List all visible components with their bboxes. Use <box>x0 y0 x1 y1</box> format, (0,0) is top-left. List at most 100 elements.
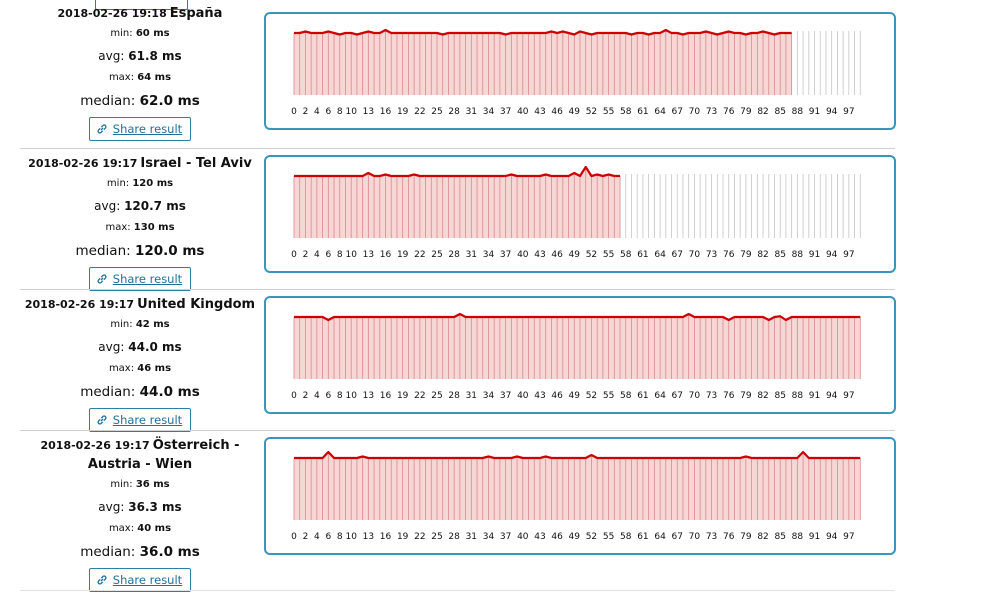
x-tick-label: 19 <box>397 391 409 401</box>
x-tick-label: 6 <box>325 532 331 542</box>
x-tick-label: 19 <box>397 250 409 260</box>
min-value: 60 ms <box>135 28 170 39</box>
x-tick-label: 55 <box>603 391 614 401</box>
median-label: median: <box>80 384 136 400</box>
avg-stat: avg: 44.0 ms <box>20 336 260 358</box>
avg-value: 61.8 ms <box>128 49 182 63</box>
share-result-button[interactable]: Share result <box>88 408 192 432</box>
max-value: 46 ms <box>137 363 172 374</box>
area-fill <box>294 314 861 379</box>
min-stat: min: 42 ms <box>20 314 260 336</box>
x-tick-label: 46 <box>551 250 563 260</box>
result-title: 2018-02-26 19:17 United Kingdom <box>20 291 260 314</box>
series-line <box>294 165 621 178</box>
x-tick-label: 55 <box>603 532 614 542</box>
series-line <box>294 28 792 36</box>
median-label: median: <box>80 544 136 560</box>
x-tick-label: 88 <box>792 532 804 542</box>
x-tick-label: 40 <box>517 250 529 260</box>
x-tick-label: 16 <box>380 532 392 542</box>
x-tick-label: 70 <box>689 391 701 401</box>
x-tick-label: 91 <box>809 532 820 542</box>
result-timestamp: 2018-02-26 19:17 <box>24 298 135 311</box>
x-tick-label: 43 <box>534 250 545 260</box>
min-value: 120 ms <box>132 178 174 189</box>
median-label: median: <box>80 93 136 109</box>
min-label: min: <box>110 479 133 490</box>
min-label: min: <box>106 178 130 189</box>
median-value: 44.0 ms <box>139 384 200 400</box>
x-tick-label: 73 <box>706 532 717 542</box>
share-result-button[interactable]: Share result <box>88 568 192 592</box>
x-tick-label: 28 <box>448 250 460 260</box>
avg-stat: avg: 36.3 ms <box>20 496 260 518</box>
ping-chart: 0 2 4 6 8 10 13 16 19 22 25 28 31 34 37 40 43 46 49 52 55 58 6… <box>264 12 896 130</box>
x-tick-label: 22 <box>414 107 425 117</box>
x-tick-label: 4 <box>314 532 320 542</box>
x-tick-label: 64 <box>654 250 666 260</box>
x-tick-label: 88 <box>792 107 804 117</box>
median-value: 36.0 ms <box>139 544 200 560</box>
x-tick-label: 43 <box>534 532 545 542</box>
x-tick-label: 91 <box>809 107 820 117</box>
median-value: 120.0 ms <box>134 243 205 259</box>
share-result-label: Share result <box>112 122 183 136</box>
previous-share-button[interactable] <box>95 0 188 10</box>
x-tick-label: 34 <box>483 250 495 260</box>
max-stat: max: 40 ms <box>20 518 260 540</box>
x-tick-label: 76 <box>723 391 735 401</box>
result-info: 2018-02-26 19:18 España min: 60 ms avg: 6… <box>20 0 260 141</box>
link-icon <box>97 124 107 134</box>
x-tick-label: 46 <box>551 532 563 542</box>
x-tick-label: 82 <box>757 250 768 260</box>
chart-svg: 0 2 4 6 8 10 13 16 19 22 25 28 31 34 37 40 43 46 49 52 55 58 6… <box>291 28 861 117</box>
x-tick-label: 43 <box>534 391 545 401</box>
median-stat: median: 44.0 ms <box>20 380 260 404</box>
x-tick-label: 97 <box>843 250 854 260</box>
x-tick-label: 2 <box>303 250 309 260</box>
x-tick-label: 28 <box>448 532 460 542</box>
avg-label: avg: <box>94 199 121 213</box>
x-tick-label: 22 <box>414 532 425 542</box>
x-tick-label: 4 <box>314 391 320 401</box>
x-tick-label: 10 <box>345 250 357 260</box>
x-tick-label: 64 <box>654 391 666 401</box>
x-tick-label: 37 <box>500 107 511 117</box>
chart-svg: 0 2 4 6 8 10 13 16 19 22 25 28 31 34 37 40 43 46 49 52 55 58 6… <box>291 312 861 401</box>
x-tick-label: 6 <box>325 391 331 401</box>
x-tick-label: 94 <box>826 107 838 117</box>
median-label: median: <box>75 243 131 259</box>
x-tick-label: 10 <box>345 107 357 117</box>
x-tick-label: 79 <box>740 391 752 401</box>
avg-label: avg: <box>98 49 125 63</box>
result-info: 2018-02-26 19:17 United Kingdom min: 42 m… <box>20 291 260 432</box>
x-tick-label: 10 <box>345 532 357 542</box>
x-tick-label: 94 <box>826 532 838 542</box>
avg-value: 44.0 ms <box>128 340 182 354</box>
result-timestamp: 2018-02-26 19:17 <box>40 439 150 452</box>
x-tick-label: 19 <box>397 107 409 117</box>
x-tick-label: 40 <box>517 532 529 542</box>
x-tick-label: 31 <box>466 532 477 542</box>
x-tick-label: 55 <box>603 250 614 260</box>
bottom-divider <box>20 590 895 591</box>
x-tick-label: 49 <box>569 391 581 401</box>
x-tick-label: 46 <box>551 391 563 401</box>
x-tick-label: 85 <box>774 391 785 401</box>
x-tick-label: 88 <box>792 391 804 401</box>
x-tick-label: 94 <box>826 250 838 260</box>
result-location: España <box>169 6 223 21</box>
x-tick-label: 25 <box>431 391 442 401</box>
x-tick-label: 88 <box>792 250 804 260</box>
x-tick-label: 0 <box>291 250 297 260</box>
x-tick-label: 55 <box>603 107 614 117</box>
x-tick-label: 4 <box>314 107 320 117</box>
max-label: max: <box>108 523 135 534</box>
x-tick-label: 31 <box>466 391 477 401</box>
share-result-button[interactable]: Share result <box>88 267 192 291</box>
x-tick-label: 85 <box>774 250 785 260</box>
share-result-button[interactable]: Share result <box>88 117 192 141</box>
x-tick-label: 8 <box>337 532 343 542</box>
x-tick-label: 64 <box>654 107 666 117</box>
x-tick-label: 13 <box>363 532 374 542</box>
